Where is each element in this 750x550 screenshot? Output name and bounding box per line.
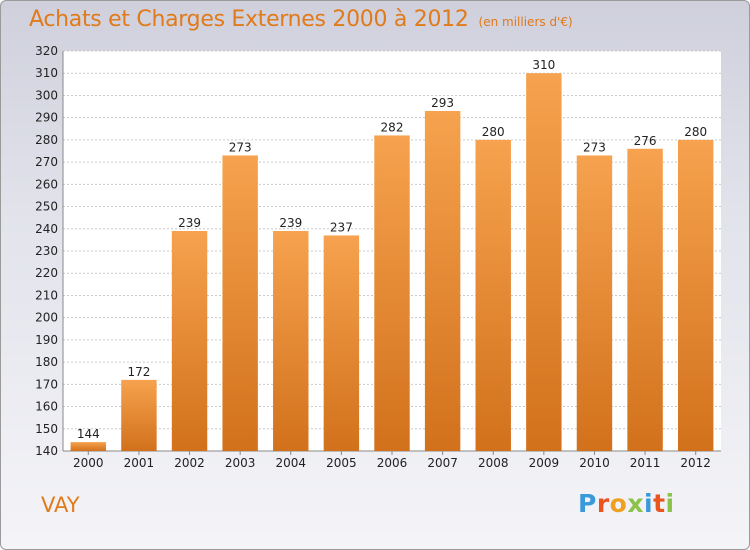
bar	[627, 148, 663, 451]
bar	[424, 111, 461, 451]
x-tick-label: 2001	[124, 456, 155, 470]
data-label: 239	[178, 216, 201, 230]
brand-letter: x	[627, 489, 644, 518]
data-label: 273	[583, 140, 606, 154]
x-tick-label: 2009	[529, 456, 560, 470]
bar	[374, 135, 410, 451]
data-label: 282	[381, 120, 404, 134]
data-label: 273	[229, 140, 252, 154]
y-tick-label: 300	[35, 88, 58, 102]
data-label: 239	[279, 216, 302, 230]
data-label: 144	[77, 427, 100, 441]
y-tick-label: 220	[35, 266, 58, 280]
bar	[70, 442, 107, 451]
x-tick-label: 2003	[225, 456, 256, 470]
chart-title: Achats et Charges Externes 2000 à 2012 (e…	[29, 7, 573, 32]
bar	[475, 139, 511, 451]
brand-letter: i	[644, 489, 654, 518]
brand-logo: Proxiti	[578, 489, 675, 518]
x-tick-label: 2012	[680, 456, 711, 470]
x-tick-label: 2002	[174, 456, 205, 470]
y-tick-label: 170	[35, 377, 58, 391]
y-tick-label: 200	[35, 311, 58, 325]
x-tick-label: 2006	[377, 456, 408, 470]
data-label: 172	[127, 365, 150, 379]
y-tick-label: 150	[35, 422, 58, 436]
y-tick-label: 240	[35, 222, 58, 236]
y-tick-label: 210	[35, 288, 58, 302]
y-tick-label: 280	[35, 133, 58, 147]
x-tick-label: 2007	[427, 456, 458, 470]
brand-letter: P	[578, 489, 597, 518]
y-tick-label: 320	[35, 44, 58, 58]
bar	[121, 379, 157, 451]
data-label: 310	[532, 58, 555, 72]
x-tick-label: 2010	[579, 456, 610, 470]
x-tick-label: 2004	[275, 456, 306, 470]
x-tick-label: 2011	[630, 456, 661, 470]
bar	[171, 231, 208, 451]
brand-letter: i	[665, 489, 675, 518]
brand-letter: t	[653, 489, 666, 518]
y-tick-label: 180	[35, 355, 58, 369]
y-tick-label: 260	[35, 177, 58, 191]
data-label: 280	[482, 125, 505, 139]
data-label: 237	[330, 220, 353, 234]
title-unit: (en milliers d'€)	[478, 15, 573, 29]
x-tick-label: 2005	[326, 456, 357, 470]
bar	[323, 235, 360, 451]
x-tick-label: 2008	[478, 456, 509, 470]
y-tick-label: 190	[35, 333, 58, 347]
bar	[273, 231, 309, 451]
y-tick-label: 160	[35, 400, 58, 414]
title-text: Achats et Charges Externes 2000 à 2012	[29, 7, 469, 32]
y-tick-label: 230	[35, 244, 58, 258]
bar	[526, 73, 562, 451]
data-label: 293	[431, 96, 454, 110]
place-name: VAY	[41, 493, 80, 517]
y-tick-label: 270	[35, 155, 58, 169]
bar	[576, 155, 613, 451]
y-tick-label: 140	[35, 444, 58, 458]
bar	[222, 155, 258, 451]
y-tick-label: 310	[35, 66, 58, 80]
brand-letter: r	[596, 489, 610, 518]
data-label: 276	[634, 134, 657, 148]
y-tick-label: 290	[35, 111, 58, 125]
x-tick-label: 2000	[73, 456, 104, 470]
bar	[677, 139, 714, 451]
y-tick-label: 250	[35, 200, 58, 214]
brand-letter: o	[609, 489, 628, 518]
data-label: 280	[684, 125, 707, 139]
